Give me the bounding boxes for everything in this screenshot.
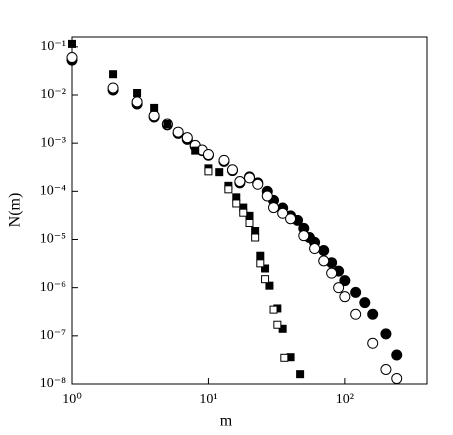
point bbox=[202, 149, 214, 161]
point bbox=[333, 282, 345, 294]
point bbox=[326, 267, 338, 279]
x-axis-label: m bbox=[220, 413, 233, 430]
point bbox=[150, 103, 159, 112]
point bbox=[391, 349, 403, 361]
point bbox=[350, 286, 362, 298]
y-tick-label: 10⁻⁶ bbox=[40, 280, 66, 295]
point bbox=[239, 208, 248, 217]
point bbox=[359, 297, 371, 309]
point bbox=[367, 337, 379, 349]
point bbox=[191, 146, 200, 155]
point bbox=[215, 168, 224, 177]
point bbox=[172, 126, 184, 138]
point bbox=[269, 305, 278, 314]
x-tick-label: 10² bbox=[336, 392, 354, 407]
point bbox=[339, 275, 351, 287]
point bbox=[265, 281, 274, 290]
point bbox=[163, 119, 172, 128]
point bbox=[268, 202, 280, 214]
point bbox=[109, 70, 118, 79]
point bbox=[226, 164, 238, 176]
point bbox=[391, 373, 403, 385]
point bbox=[224, 185, 233, 194]
point bbox=[367, 308, 379, 320]
point bbox=[256, 251, 265, 260]
point bbox=[256, 259, 265, 268]
point bbox=[339, 291, 351, 303]
point bbox=[318, 255, 330, 267]
point bbox=[318, 245, 330, 257]
point bbox=[298, 230, 310, 242]
x-tick-label: 10⁰ bbox=[62, 392, 82, 407]
point bbox=[244, 172, 255, 184]
point bbox=[261, 190, 273, 202]
point bbox=[245, 219, 254, 228]
point bbox=[131, 96, 143, 108]
point bbox=[68, 39, 76, 48]
point bbox=[234, 176, 246, 188]
point bbox=[232, 199, 241, 208]
point bbox=[380, 364, 392, 376]
point bbox=[251, 227, 260, 236]
y-tick-label: 10⁻¹ bbox=[40, 39, 66, 54]
point bbox=[277, 207, 289, 219]
point bbox=[280, 353, 289, 362]
point bbox=[251, 233, 260, 242]
point bbox=[296, 370, 305, 379]
plot-frame bbox=[71, 36, 428, 385]
point bbox=[261, 275, 270, 284]
point bbox=[273, 320, 282, 329]
point bbox=[350, 308, 362, 320]
point bbox=[181, 132, 193, 144]
y-tick-label: 10⁻² bbox=[40, 87, 66, 102]
point bbox=[380, 328, 392, 340]
point bbox=[133, 89, 142, 98]
point bbox=[107, 82, 119, 94]
point bbox=[204, 167, 213, 176]
y-tick-label: 10⁻³ bbox=[40, 135, 66, 150]
y-axis-label: N(m) bbox=[7, 193, 24, 228]
point bbox=[309, 243, 321, 255]
point bbox=[278, 324, 287, 333]
point bbox=[66, 52, 78, 64]
point bbox=[285, 213, 297, 225]
y-tick-label: 10⁻⁷ bbox=[40, 328, 66, 343]
point bbox=[218, 154, 230, 166]
point bbox=[252, 178, 264, 190]
point bbox=[148, 110, 160, 122]
y-tick-label: 10⁻⁵ bbox=[40, 232, 66, 247]
y-tick-label: 10⁻⁸ bbox=[40, 376, 66, 391]
point bbox=[261, 264, 270, 273]
y-tick-label: 10⁻⁴ bbox=[40, 184, 66, 199]
x-tick-label: 10¹ bbox=[199, 392, 217, 407]
